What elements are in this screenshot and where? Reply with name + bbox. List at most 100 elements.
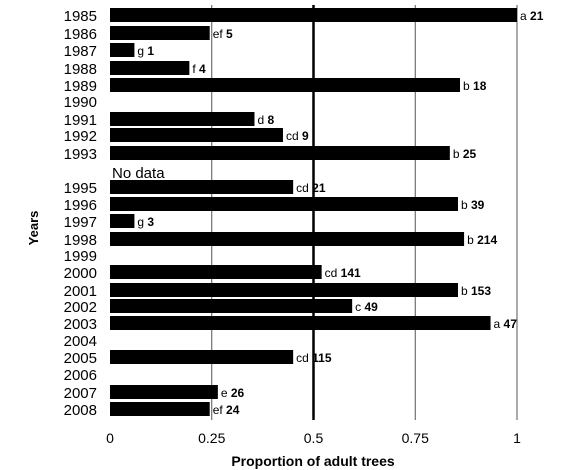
bar-label: ef 24	[213, 403, 240, 417]
y-tick-label: 2003	[64, 316, 97, 333]
bar-letter: g	[137, 44, 147, 58]
y-tick-label: 1987	[64, 43, 97, 60]
bar	[110, 8, 517, 22]
bar-label: a 21	[520, 9, 544, 23]
y-tick-label: 1996	[64, 197, 97, 214]
x-tick-labels: 0 0.25 0.5 0.75 1	[106, 430, 521, 446]
bar-count: 141	[341, 266, 361, 280]
bar-count: 47	[504, 317, 518, 331]
y-tick-label: 2000	[64, 265, 97, 282]
no-data-annotation: No data	[112, 165, 165, 182]
x-tick-label: 1	[513, 430, 521, 446]
bar-count: 26	[231, 386, 245, 400]
bar-count: 8	[268, 113, 275, 127]
x-tick-label: 0.75	[402, 430, 429, 446]
bar-letter: d	[257, 113, 267, 127]
bar	[110, 299, 353, 313]
bar	[110, 78, 461, 92]
bar	[110, 128, 283, 142]
bar-count: 115	[312, 351, 332, 365]
bar-letter: b	[463, 79, 473, 93]
x-tick-label: 0.5	[304, 430, 324, 446]
y-tick-label: 1985	[64, 8, 97, 25]
bar-label: d 8	[257, 113, 274, 127]
y-tick-label: 2008	[64, 402, 97, 419]
bar-label: c 49	[355, 300, 378, 314]
bar	[110, 146, 450, 160]
bar-label: cd 115	[296, 351, 332, 365]
bar-label: b 18	[463, 79, 487, 93]
y-tick-label: 1990	[64, 94, 97, 111]
bar-letter: e	[221, 386, 231, 400]
bar-label: b 214	[467, 233, 497, 247]
y-tick-label: 2004	[64, 333, 97, 350]
bar	[110, 402, 210, 416]
bar	[110, 350, 294, 364]
bar-letter: b	[453, 147, 463, 161]
bar-count: 214	[477, 233, 497, 247]
bar	[110, 265, 322, 279]
bar-letter: a	[520, 9, 530, 23]
bar-count: 21	[530, 9, 544, 23]
bar	[110, 180, 294, 194]
bar	[110, 232, 465, 246]
bar-letter: cd	[296, 181, 312, 195]
bar-label: ef 5	[213, 27, 233, 41]
bars	[110, 8, 517, 416]
bar	[110, 197, 458, 211]
y-tick-label: 1989	[64, 78, 97, 95]
bar	[110, 385, 218, 399]
bar-count: 9	[302, 129, 309, 143]
bar-label: f 4	[192, 62, 206, 76]
bar-label: cd 141	[325, 266, 361, 280]
y-tick-label: 2006	[64, 367, 97, 384]
bar	[110, 43, 135, 57]
bar-letter: b	[467, 233, 477, 247]
bar-label: cd 21	[296, 181, 326, 195]
bar-label: cd 9	[286, 129, 309, 143]
bar-label: a 47	[494, 317, 518, 331]
bar	[110, 316, 491, 330]
y-tick-label: 1991	[64, 112, 97, 129]
bar-label: b 39	[461, 198, 485, 212]
bar-letter: f	[192, 62, 199, 76]
bar-letter: cd	[296, 351, 312, 365]
bar-label: g 1	[137, 44, 154, 58]
x-axis-title: Proportion of adult trees	[231, 453, 395, 469]
bar-count: 5	[226, 27, 233, 41]
y-tick-label: 2002	[64, 299, 97, 316]
bar-letter: b	[461, 284, 471, 298]
x-tick-label: 0.25	[198, 430, 225, 446]
bar-letter: c	[355, 300, 364, 314]
y-tick-label: 1993	[64, 146, 97, 163]
bar-count: 24	[226, 403, 240, 417]
y-tick-label: 2007	[64, 385, 97, 402]
bar-label: e 26	[221, 386, 245, 400]
bar-letter: g	[137, 215, 147, 229]
y-axis-title: Years	[26, 211, 41, 246]
bar-letter: b	[461, 198, 471, 212]
y-tick-label: 1986	[64, 26, 97, 43]
y-tick-label: 2001	[64, 283, 97, 300]
bar-letter: ef	[213, 27, 226, 41]
y-tick-label: 1998	[64, 232, 97, 249]
y-tick-label: 1995	[64, 180, 97, 197]
y-tick-label: 1999	[64, 248, 97, 265]
bar-letter: cd	[325, 266, 341, 280]
bar	[110, 112, 255, 126]
y-tick-label: 1997	[64, 214, 97, 231]
bar	[110, 214, 135, 228]
bar-count: 49	[365, 300, 379, 314]
bar-label: b 153	[461, 284, 491, 298]
bar-count: 39	[471, 198, 485, 212]
bar-count: 1	[147, 44, 154, 58]
bar-label: g 3	[137, 215, 154, 229]
bar-letter: ef	[213, 403, 226, 417]
bar-count: 153	[471, 284, 491, 298]
bar-count: 4	[199, 62, 206, 76]
x-tick-label: 0	[106, 430, 114, 446]
bar-count: 21	[312, 181, 326, 195]
